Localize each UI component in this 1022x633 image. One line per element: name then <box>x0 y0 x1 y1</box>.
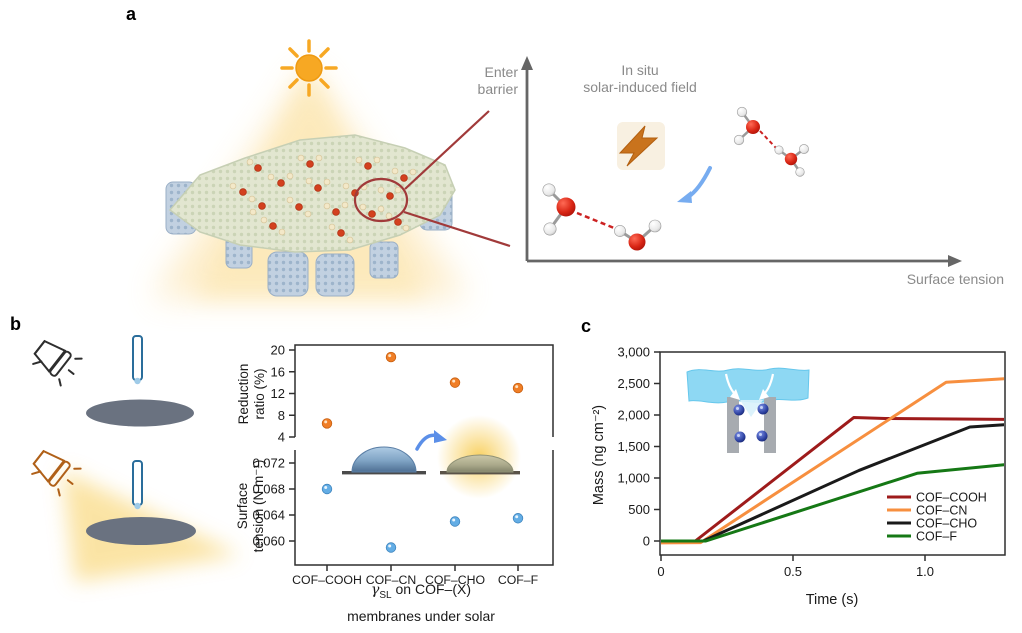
c-x-tick-label: 1.0 <box>916 564 934 579</box>
b-x-axis-label: γSL on COF–(X) membranes under solar <box>347 581 495 625</box>
legend-label: COF–F <box>916 530 957 544</box>
series-COF–CHO <box>661 423 1004 543</box>
channel-wall <box>727 397 739 453</box>
plot-c: 0 500 1,000 1,500 2,000 2,500 3,000 0 0.5 1.0 COF–… <box>617 345 1006 579</box>
reduction-ratio-point <box>321 418 333 429</box>
b-top-tick-label: 20 <box>271 343 285 358</box>
substrate-line <box>440 471 520 475</box>
droplet-scene <box>342 415 521 499</box>
water-molecule-icon <box>733 106 809 177</box>
meniscus <box>740 400 763 417</box>
membrane-disk <box>86 517 196 545</box>
magnifier-line-top <box>404 110 490 190</box>
sun-icon <box>280 39 338 97</box>
schematic-x-axis-label: Surface tension <box>906 271 1004 287</box>
lamp-glow <box>62 470 240 582</box>
c-y-tick-label: 1,000 <box>617 471 650 486</box>
curved-arrow-icon <box>677 166 712 203</box>
water-entry-arrow <box>724 373 775 396</box>
c-x-tick-label: 0 <box>657 564 664 579</box>
hydrogen-bond <box>759 130 777 149</box>
c-y-tick-label: 2,000 <box>617 408 650 423</box>
syringe-icon <box>132 335 143 385</box>
series-COF–COOH <box>661 416 1004 543</box>
c-y-tick-label: 3,000 <box>617 345 650 360</box>
c-x-tick-label: 0.5 <box>784 564 802 579</box>
hydrogen-bond <box>576 211 615 230</box>
droplet-dark-icon <box>351 446 417 473</box>
surface-tension-point <box>512 513 524 524</box>
series-COF–F <box>661 463 1004 543</box>
channel-wall <box>764 397 776 453</box>
reduction-ratio-point <box>512 382 524 394</box>
b-top-tick-label: 12 <box>271 386 285 401</box>
b-top-tick-label: 16 <box>271 364 285 379</box>
reduction-ratio-point <box>449 377 461 388</box>
reduction-ratio-point <box>385 351 397 363</box>
surface-tension-point <box>449 516 461 527</box>
water-molecule-icon <box>542 183 662 251</box>
c-y-tick-label: 1,500 <box>617 439 650 454</box>
panel-label-b: b <box>10 314 21 334</box>
series-COF–CN <box>661 377 1004 545</box>
magnifier-circle <box>353 177 409 223</box>
legend-label: COF–COOH <box>916 491 987 505</box>
substrate-line <box>342 471 426 475</box>
curved-arrow-icon <box>415 433 440 451</box>
nanochannel-inset <box>686 367 810 453</box>
water-molecule-dots <box>733 403 769 443</box>
syringe-icon <box>132 460 143 510</box>
droplet-solar-icon <box>446 454 514 473</box>
surface-tension-point <box>385 542 397 553</box>
solar-glow-cone <box>152 66 468 298</box>
legend-label: COF–CN <box>916 504 967 518</box>
lamp-icon <box>28 333 86 389</box>
c-y-tick-label: 500 <box>628 502 650 517</box>
lamp-glow-icon <box>27 443 85 499</box>
c-y-axis-label: Mass (ng cm⁻²) <box>591 404 607 506</box>
membrane-disk <box>86 399 194 427</box>
magnifier-line-bottom <box>403 210 511 248</box>
legend-label: COF–CHO <box>916 517 977 531</box>
panel-label-c: c <box>581 316 592 336</box>
water-layer <box>686 367 810 404</box>
cof-membrane-illustration <box>165 110 511 297</box>
panel-label-a: a <box>126 4 137 24</box>
c-y-tick-label: 0 <box>643 534 650 549</box>
water-in-membrane <box>229 154 417 244</box>
c-x-axis-label: Time (s) <box>805 592 859 608</box>
b-top-tick-label: 8 <box>278 408 285 423</box>
membrane-slab <box>168 134 456 253</box>
b-top-tick-label: 4 <box>278 430 285 445</box>
b-bottom-y-axis-label: Surface tension (N m⁻¹) <box>234 459 267 553</box>
surface-tension-point <box>321 483 333 495</box>
schematic-y-axis-label: Enter barrier <box>477 64 518 97</box>
lightning-bolt-icon <box>617 122 665 170</box>
schematic-annotation: In situ solar-induced field <box>583 62 697 95</box>
c-y-tick-label: 2,500 <box>617 376 650 391</box>
